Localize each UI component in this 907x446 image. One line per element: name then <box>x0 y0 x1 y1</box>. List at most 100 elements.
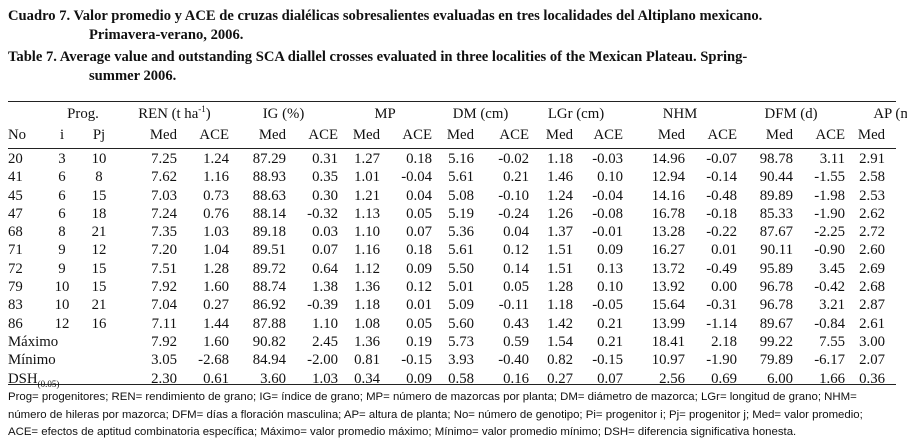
summary-cell: 0.58 <box>448 370 475 387</box>
caption-es-line1: Cuadro 7. Valor promedio y ACE de cruzas… <box>8 8 763 24</box>
table-row: 68 8 21 7.35 1.03 89.18 0.03 1.10 0.07 5.36 0.04 1.… <box>8 223 907 241</box>
summary-cell: 84.94 <box>252 352 286 369</box>
header-ace: ACE <box>885 125 907 146</box>
summary-cell: 0.59 <box>503 333 530 350</box>
table-cell: 2.58 <box>859 169 886 186</box>
table-cell: 1.18 <box>547 297 574 314</box>
header-row-variables: Prog. REN (t ha-1) IG (%) MP DM (cm) LGr… <box>8 104 907 125</box>
table-cell: -0.05 <box>885 278 907 296</box>
table-cell: -0.39 <box>307 297 338 314</box>
table-cell: 86 <box>8 315 23 332</box>
table-cell: 0.09 <box>597 242 624 259</box>
table-cell: -0.84 <box>814 315 846 332</box>
summary-cell: 1.36 <box>354 333 380 350</box>
summary-cell: 0.21 <box>597 333 624 350</box>
table-cell: 1.18 <box>354 297 380 314</box>
table-cell: 89.89 <box>759 187 794 204</box>
table-cell: 6 <box>58 205 66 222</box>
header-ace: ACE <box>707 127 738 143</box>
table-cell: 1.44 <box>203 315 229 332</box>
table-cell: 20 <box>8 151 23 167</box>
table-cell: 0.04 <box>406 187 433 204</box>
table-cell: -0.01 <box>885 187 907 205</box>
table-cell: 0.07 <box>406 224 433 241</box>
summary-label: Máximo <box>8 333 59 350</box>
table-cell: 88.93 <box>252 169 286 186</box>
table-footnotes: Prog= progenitores; REN= rendimiento de … <box>8 389 898 442</box>
summary-cell: 90.82 <box>252 333 286 350</box>
table-cell: 13.28 <box>651 224 686 241</box>
header-ap: AP (m) <box>873 106 907 122</box>
table-cell: 6 <box>58 187 66 204</box>
table-cell: 98.78 <box>759 151 794 167</box>
table-cell: 0.03 <box>885 260 907 278</box>
table-cell: -0.11 <box>498 297 530 314</box>
summary-cell: 0.19 <box>406 333 433 350</box>
table-cell: 13.92 <box>651 279 686 296</box>
table-cell: 0.15 <box>885 296 907 314</box>
header-pj: Pj <box>92 127 106 143</box>
header-med: Med <box>258 127 286 143</box>
table-cell: 1.24 <box>547 187 574 204</box>
table-cell: 6 <box>58 169 66 186</box>
table-cell: 12.94 <box>651 169 686 186</box>
table-cell: 5.61 <box>448 242 475 259</box>
table-cell: 5.36 <box>448 224 475 241</box>
table-row: 20 3 10 7.25 1.24 87.29 0.31 1.27 0.18 5.16 -0.02 1… <box>8 146 907 168</box>
table-cell: 0.21 <box>503 169 530 186</box>
header-dm: DM (cm) <box>452 106 509 122</box>
table-cell: 1.16 <box>354 242 380 259</box>
table-cell: 83 <box>8 297 23 314</box>
table-cell: 1.38 <box>312 279 338 296</box>
summary-cell: 2.18 <box>711 333 738 350</box>
table-cell: 3.11 <box>819 151 846 167</box>
table-cell: 15 <box>91 187 107 204</box>
table-cell: 68 <box>8 224 23 241</box>
table-cell: 2.61 <box>859 315 886 332</box>
header-row-subcolumns: No i Pj Med ACE Med ACE Med ACE Med ACE … <box>8 125 907 146</box>
table-cell: 10 <box>54 279 70 296</box>
summary-label: DSH(0.05) <box>8 370 60 389</box>
table-cell: 87.67 <box>759 224 794 241</box>
table-cell: 5.60 <box>448 315 475 332</box>
table-cell: 18 <box>91 205 107 222</box>
table-cell: -0.32 <box>307 205 338 222</box>
data-table: Prog. REN (t ha-1) IG (%) MP DM (cm) LGr… <box>8 104 907 388</box>
table-cell: -1.55 <box>814 169 846 186</box>
table-cell: 7.62 <box>151 169 177 186</box>
summary-cell: 0.36 <box>859 370 886 387</box>
header-med: Med <box>657 127 686 143</box>
table-row: 45 6 15 7.03 0.73 88.63 0.30 1.21 0.04 5.08 -0.10 1… <box>8 187 907 205</box>
summary-cell: 0.31 <box>885 333 907 351</box>
header-med: Med <box>545 127 574 143</box>
summary-cell: 2.56 <box>659 370 686 387</box>
table-row: 83 10 21 7.04 0.27 86.92 -0.39 1.18 0.01 5.09 -0.1… <box>8 296 907 314</box>
top-rule <box>8 101 896 102</box>
table-cell: 2.72 <box>859 224 886 241</box>
table-cell: 0.21 <box>597 315 624 332</box>
table-cell: 15 <box>91 279 107 296</box>
header-dfm: DFM (d) <box>764 106 818 122</box>
summary-cell: 0.16 <box>503 370 530 387</box>
table-cell: 1.26 <box>547 205 574 222</box>
table-cell: 88.63 <box>252 187 286 204</box>
table-cell: 95.89 <box>759 260 794 277</box>
table-cell: 5.50 <box>448 260 475 277</box>
table-cell: 1.28 <box>547 279 574 296</box>
table-cell: 2.68 <box>859 279 886 296</box>
table-cell: 10 <box>54 297 70 314</box>
table-cell: 7.11 <box>151 315 177 332</box>
table-cell: 8 <box>58 224 66 241</box>
header-ace: ACE <box>308 127 338 143</box>
table-cell: -0.07 <box>706 151 738 167</box>
summary-cell: 2.45 <box>312 333 338 350</box>
table-cell: 45 <box>8 187 23 204</box>
table-cell: -1.14 <box>706 315 738 332</box>
table-cell: 1.51 <box>547 260 574 277</box>
table-cell: 0.05 <box>406 315 433 332</box>
table-cell: 16.78 <box>651 205 686 222</box>
summary-cell: 18.41 <box>651 333 686 350</box>
table-cell: 1.36 <box>354 279 380 296</box>
table-cell: 87.29 <box>252 151 286 167</box>
table-cell: -0.48 <box>706 187 738 204</box>
